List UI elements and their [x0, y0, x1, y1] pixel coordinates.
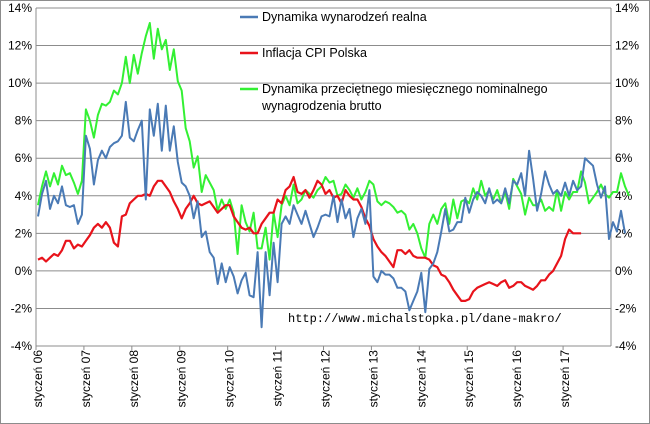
y-tick-label-right: 14% [615, 1, 639, 15]
y-tick-label-left: 8% [15, 114, 33, 128]
x-tick-label: styczeń 12 [318, 350, 332, 408]
legend-label: Dynamika wynarodzeń realna [262, 10, 427, 24]
y-tick-label-left: 10% [8, 76, 32, 90]
x-tick-label: styczeń 11 [271, 350, 285, 407]
y-tick-label-left: 6% [15, 151, 33, 165]
y-tick-label-right: 8% [615, 114, 633, 128]
y-tick-label-right: -2% [615, 301, 637, 315]
x-tick-label: styczeń 13 [366, 350, 380, 408]
y-tick-label-right: 12% [615, 39, 639, 53]
x-tick-label: styczeń 16 [510, 350, 524, 408]
y-tick-label-left: 0% [15, 264, 33, 278]
x-tick-label: styczeń 10 [223, 350, 237, 408]
series-line-1 [37, 100, 626, 329]
y-tick-label-right: 2% [615, 226, 633, 240]
y-tick-label-left: 2% [15, 226, 33, 240]
x-tick-label: styczeń 06 [31, 350, 45, 408]
axes: -4% -4%-2% -2%0% 0%2% 2%4% 4%6% 6%8% 8%10% 10%12… [8, 1, 639, 407]
x-tick-label: styczeń 09 [175, 350, 189, 408]
x-tick-label: styczeń 08 [127, 350, 141, 408]
legend-label: Inflacja CPI Polska [262, 46, 367, 60]
y-tick-label-left: 4% [15, 189, 33, 203]
series-line-3 [37, 22, 630, 261]
x-tick-label: styczeń 14 [414, 350, 428, 408]
series-line-2 [37, 175, 582, 302]
series-lines [37, 22, 630, 329]
y-tick-label-left: -4% [11, 339, 33, 353]
legend: Dynamika wynarodzeń realna Inflacja CPI P… [240, 10, 548, 113]
x-tick-label: styczeń 15 [462, 350, 476, 408]
y-tick-label-right: 10% [615, 76, 639, 90]
y-tick-label-right: 6% [615, 151, 633, 165]
x-tick-label: styczeń 17 [558, 350, 572, 408]
y-tick-label-right: -4% [615, 339, 637, 353]
legend-label: Dynamika przeciętnego miesięcznego nomin… [261, 82, 548, 113]
y-tick-label-left: -2% [11, 301, 33, 315]
x-tick-label: styczeń 07 [79, 350, 93, 408]
y-tick-label-left: 14% [8, 1, 32, 15]
y-tick-label-left: 12% [8, 39, 32, 53]
source-annotation: http://www.michalstopka.pl/dane-makro/ [288, 312, 562, 326]
y-tick-label-right: 0% [615, 264, 633, 278]
